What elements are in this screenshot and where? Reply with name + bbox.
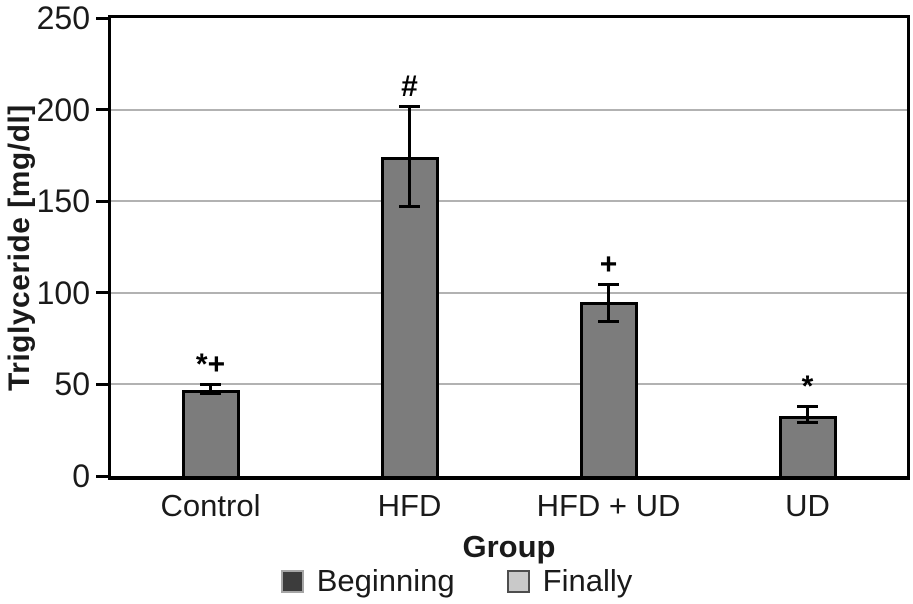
gridline-100 bbox=[111, 291, 907, 294]
legend-label-beginning: Beginning bbox=[316, 563, 455, 598]
y-tick-50 bbox=[96, 382, 108, 386]
error-cap-top-UD bbox=[797, 405, 818, 409]
y-tick-label-150: 150 bbox=[36, 183, 90, 220]
significance-annotation-Control: *+ bbox=[195, 348, 226, 382]
bar-HFD + UD bbox=[579, 301, 638, 476]
y-axis-title: Triglyceride [mg/dl] bbox=[3, 104, 36, 391]
gridline-200 bbox=[111, 108, 907, 111]
gridline-50 bbox=[111, 383, 907, 386]
error-cap-top-HFD + UD bbox=[598, 282, 619, 286]
error-cap-bottom-HFD bbox=[399, 204, 420, 208]
y-tick-label-0: 0 bbox=[72, 458, 90, 494]
x-tick-label-UD: UD bbox=[785, 488, 830, 523]
error-cap-bottom-UD bbox=[797, 420, 818, 424]
plot-area: *+ # + * bbox=[108, 15, 910, 480]
y-tick-label-200: 200 bbox=[36, 91, 90, 128]
y-tick-label-100: 100 bbox=[36, 274, 90, 311]
error-cap-bottom-Control bbox=[200, 391, 221, 395]
legend-label-finally: Finally bbox=[542, 563, 633, 598]
x-tick-label-HFD + UD: HFD + UD bbox=[536, 488, 681, 523]
y-tick-100 bbox=[96, 291, 108, 295]
legend-item-finally: Finally bbox=[506, 563, 633, 599]
x-axis-title: Group bbox=[462, 529, 556, 564]
error-cap-top-Control bbox=[200, 383, 221, 387]
x-tick-label-Control: Control bbox=[160, 488, 261, 523]
error-cap-bottom-HFD + UD bbox=[598, 320, 619, 324]
legend-item-beginning: Beginning bbox=[280, 563, 455, 599]
y-tick-label-50: 50 bbox=[54, 366, 90, 403]
legend: Beginning Finally bbox=[0, 563, 913, 599]
bar-UD bbox=[778, 415, 837, 476]
bar-Control bbox=[181, 389, 240, 476]
gridline-150 bbox=[111, 200, 907, 203]
bar-HFD bbox=[380, 157, 439, 476]
significance-annotation-UD: * bbox=[801, 370, 814, 404]
error-bar-UD bbox=[806, 406, 809, 423]
legend-swatch-beginning bbox=[280, 569, 304, 593]
error-bar-HFD + UD bbox=[607, 283, 610, 323]
y-tick-200 bbox=[96, 108, 108, 112]
y-tick-label-250: 250 bbox=[36, 0, 90, 36]
y-tick-150 bbox=[96, 199, 108, 203]
y-tick-250 bbox=[96, 16, 108, 20]
significance-annotation-HFD: # bbox=[401, 69, 418, 103]
error-bar-Control bbox=[209, 384, 212, 394]
x-tick-label-HFD: HFD bbox=[377, 488, 442, 523]
y-tick-0 bbox=[96, 474, 108, 478]
significance-annotation-HFD + UD: + bbox=[599, 247, 618, 281]
legend-swatch-finally bbox=[506, 569, 530, 593]
error-cap-top-HFD bbox=[399, 104, 420, 108]
error-bar-HFD bbox=[408, 105, 411, 207]
